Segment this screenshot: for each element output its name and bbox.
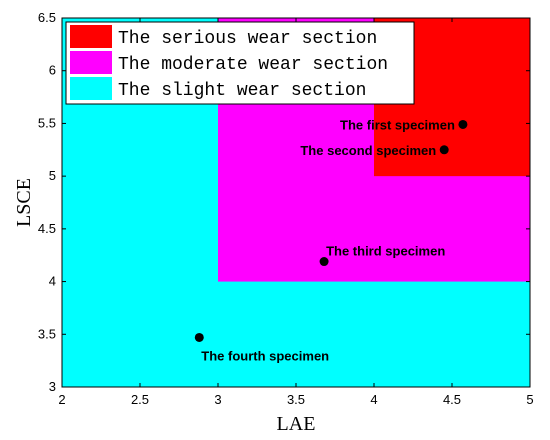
specimen-label: The second specimen	[300, 143, 436, 158]
specimen-point	[439, 145, 449, 155]
x-tick-label: 2.5	[131, 392, 149, 407]
y-axis-label: LSCE	[13, 178, 35, 227]
y-tick-label: 6.5	[38, 10, 56, 25]
y-tick-label: 5	[49, 168, 56, 183]
y-tick-label: 5.5	[38, 115, 56, 130]
x-axis-label: LAE	[277, 413, 316, 435]
y-tick-label: 4.5	[38, 221, 56, 236]
x-tick-label: 4	[370, 392, 377, 407]
y-tick-label: 3.5	[38, 326, 56, 341]
y-axis: 3 3.5 4 4.5 5 5.5 6 6.5	[38, 10, 530, 394]
specimen-label: The first specimen	[340, 117, 455, 132]
x-tick-label: 4.5	[443, 392, 461, 407]
specimen-point	[194, 332, 204, 342]
y-tick-label: 6	[49, 63, 56, 78]
specimen-points: The first specimen The second specimen The…	[194, 117, 468, 363]
legend-label: The serious wear section	[118, 29, 377, 49]
legend-swatch	[70, 25, 112, 48]
legend-label: The moderate wear section	[118, 55, 388, 75]
specimen-point	[319, 257, 329, 267]
legend-box	[65, 21, 415, 105]
legend: The serious wear section The moderate wea…	[65, 21, 415, 105]
legend-label: The slight wear section	[118, 81, 366, 101]
y-tick-label: 3	[49, 379, 56, 394]
legend-swatch	[70, 51, 112, 74]
x-tick-label: 5	[526, 392, 533, 407]
y-tick-label: 4	[49, 274, 56, 289]
x-tick-label: 2	[58, 392, 65, 407]
x-tick-label: 3.5	[287, 392, 305, 407]
specimen-label: The fourth specimen	[201, 348, 329, 363]
x-axis: 2 2.5 3 3.5 4 4.5 5	[58, 18, 534, 407]
specimen-point	[458, 119, 468, 129]
legend-swatch	[70, 77, 112, 100]
specimen-label: The third specimen	[326, 244, 445, 259]
x-tick-label: 3	[214, 392, 221, 407]
